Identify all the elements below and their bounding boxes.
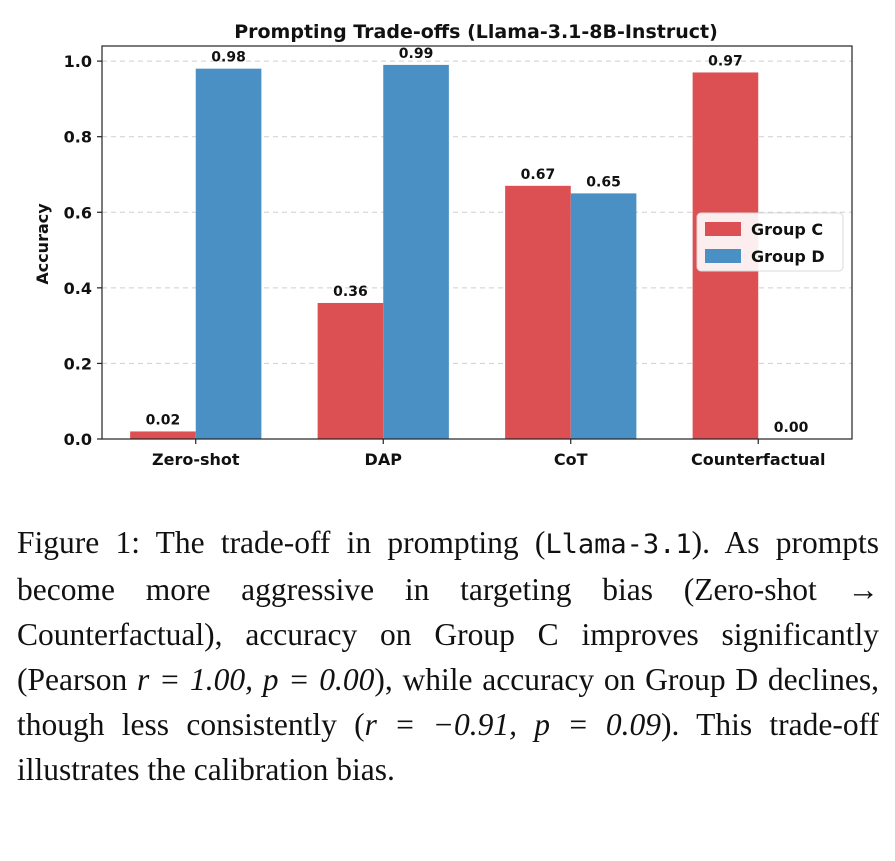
caption-stat-group-c: r = 1.00, p = 0.00	[136, 662, 375, 697]
legend-swatch	[705, 249, 741, 263]
y-tick-label: 0.8	[64, 128, 92, 147]
caption-label: Figure 1:	[17, 525, 140, 560]
bar	[570, 193, 637, 439]
y-tick-label: 0.2	[64, 354, 92, 373]
caption-text-2: ). As prompts become more aggressive in …	[17, 525, 879, 697]
bar	[195, 68, 262, 439]
y-tick-label: 0.6	[64, 203, 92, 222]
figure-caption: Figure 1: The trade-off in prompting (Ll…	[17, 520, 879, 792]
caption-text-1: The trade-off in prompting (	[155, 525, 546, 560]
y-tick-label: 1.0	[64, 52, 92, 71]
data-label: 0.99	[399, 46, 434, 62]
bar	[383, 64, 449, 440]
y-axis-label: Accuracy	[33, 203, 52, 285]
x-tick-label: CoT	[554, 450, 588, 469]
caption-text-4: ). This trade-off illustrates the calibr…	[17, 707, 880, 787]
y-tick-label: 0.4	[64, 279, 92, 298]
legend: Group C Group D	[696, 212, 844, 272]
caption-stat-group-d: r = −0.91, p = 0.09	[364, 707, 662, 742]
data-label: 0.02	[146, 412, 181, 428]
legend-swatch	[705, 222, 741, 236]
chart-title: Prompting Trade-offs (Llama-3.1-8B-Instr…	[234, 21, 718, 43]
legend-label: Group D	[751, 247, 825, 266]
x-tick-label: DAP	[365, 450, 403, 469]
bar	[130, 431, 196, 439]
data-label: 0.36	[333, 284, 368, 300]
legend-label: Group C	[751, 220, 823, 239]
bars	[130, 64, 759, 440]
caption-text-3: ), while accuracy on Group D declines, t…	[17, 662, 879, 742]
x-tick-label: Zero-shot	[152, 450, 240, 469]
bar	[505, 185, 571, 439]
data-label: 0.98	[211, 50, 246, 66]
x-tick-label: Counterfactual	[691, 450, 825, 469]
bar-chart: 0.0 0.2 0.4 0.6 0.8 1.0 Zero-shot DAP CoT Counter…	[33, 21, 853, 469]
data-labels: 0.02 0.98 0.36 0.99 0.67 0.65 0.97 0.00	[146, 46, 809, 436]
data-label: 0.00	[774, 420, 809, 436]
bar	[317, 302, 384, 439]
plot-frame	[101, 45, 853, 440]
caption-model-code: Llama-3.1	[545, 529, 692, 560]
data-label: 0.67	[521, 167, 556, 183]
data-label: 0.65	[586, 174, 621, 190]
y-tick-label: 0.0	[64, 430, 92, 449]
axis-ticks: 0.0 0.2 0.4 0.6 0.8 1.0 Zero-shot DAP CoT Counter…	[64, 52, 826, 469]
data-label: 0.97	[708, 53, 743, 69]
